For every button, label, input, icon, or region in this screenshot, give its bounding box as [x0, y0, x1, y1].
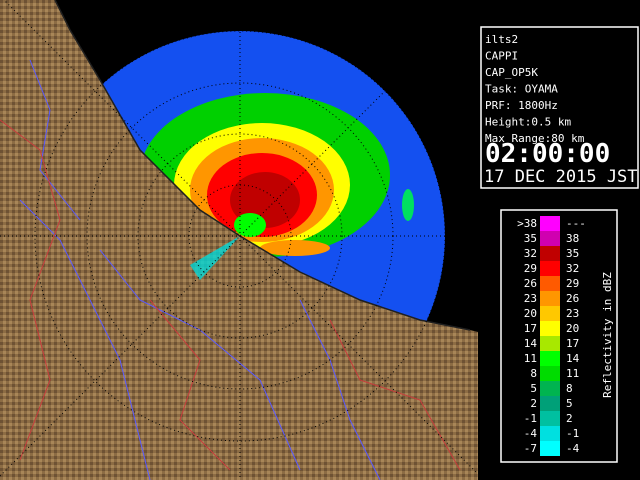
boundaries: [0, 119, 461, 471]
legend-low: 2: [530, 397, 537, 410]
legend-swatch: [540, 246, 560, 261]
legend-rows: >38 --- 35 38 32 35 29 32 26 29 23 26 20 23 17 20 14 17 11…: [517, 216, 586, 456]
legend-high: -4: [566, 442, 580, 455]
info-line: Height:0.5 km: [485, 116, 571, 129]
legend-high: 8: [566, 382, 573, 395]
legend-high: 38: [566, 232, 579, 245]
range-rings: [0, 0, 478, 480]
legend-swatch: [540, 411, 560, 426]
coastline: [54, 0, 471, 331]
legend-swatch: [540, 441, 560, 456]
legend-high: 29: [566, 277, 579, 290]
legend-swatch: [540, 276, 560, 291]
rivers: [19, 59, 381, 480]
legend-high: 26: [566, 292, 579, 305]
legend-swatch: [540, 366, 560, 381]
legend-swatch: [540, 336, 560, 351]
legend-low: 35: [524, 232, 537, 245]
info-line: ilts2: [485, 33, 518, 46]
legend-low: 20: [524, 307, 537, 320]
land: [0, 0, 478, 480]
time: 02:00:00: [485, 139, 610, 169]
legend-low: -4: [524, 427, 538, 440]
legend-high: 23: [566, 307, 579, 320]
legend-high: 35: [566, 247, 579, 260]
legend-high: 5: [566, 397, 573, 410]
legend-high: ---: [566, 217, 586, 230]
legend-swatch: [540, 291, 560, 306]
legend-low: >38: [517, 217, 537, 230]
legend-swatch: [540, 216, 560, 231]
legend-low: 32: [524, 247, 537, 260]
legend-low: -1: [524, 412, 537, 425]
legend-low: 11: [524, 352, 537, 365]
legend-swatch: [540, 351, 560, 366]
legend-high: 2: [566, 412, 573, 425]
legend-low: 14: [524, 337, 538, 350]
legend-swatch: [540, 306, 560, 321]
legend-title: Reflectivity in dBZ: [601, 272, 614, 398]
legend-swatch: [540, 231, 560, 246]
legend-high: 14: [566, 352, 580, 365]
echo: [260, 240, 330, 256]
legend-high: -1: [566, 427, 579, 440]
info-line: CAPPI: [485, 50, 518, 63]
legend-high: 32: [566, 262, 579, 275]
date: 17 DEC 2015 JST: [484, 167, 638, 187]
info-line: Task: OYAMA: [485, 83, 558, 96]
legend-swatch: [540, 381, 560, 396]
legend-high: 11: [566, 367, 579, 380]
echo: [402, 189, 414, 221]
legend-low: 29: [524, 262, 537, 275]
legend-low: 8: [530, 367, 537, 380]
legend-high: 20: [566, 322, 579, 335]
legend-swatch: [540, 426, 560, 441]
legend-low: -7: [524, 442, 537, 455]
info-line: CAP_OP5K: [485, 66, 538, 79]
legend-low: 26: [524, 277, 537, 290]
legend-swatch: [540, 261, 560, 276]
info-line: PRF: 1800Hz: [485, 99, 558, 112]
echo: [234, 213, 266, 237]
legend-swatch: [540, 396, 560, 411]
legend-high: 17: [566, 337, 579, 350]
legend-low: 17: [524, 322, 537, 335]
legend-swatch: [540, 321, 560, 336]
clutter: [190, 236, 240, 280]
info-line: Max Range:80 km: [485, 132, 585, 145]
legend-low: 5: [530, 382, 537, 395]
info-panel: [480, 26, 639, 189]
legend-low: 23: [524, 292, 537, 305]
info-lines: ilts2 CAPPI CAP_OP5K Task: OYAMA PRF: 1800Hz…: [485, 33, 585, 145]
